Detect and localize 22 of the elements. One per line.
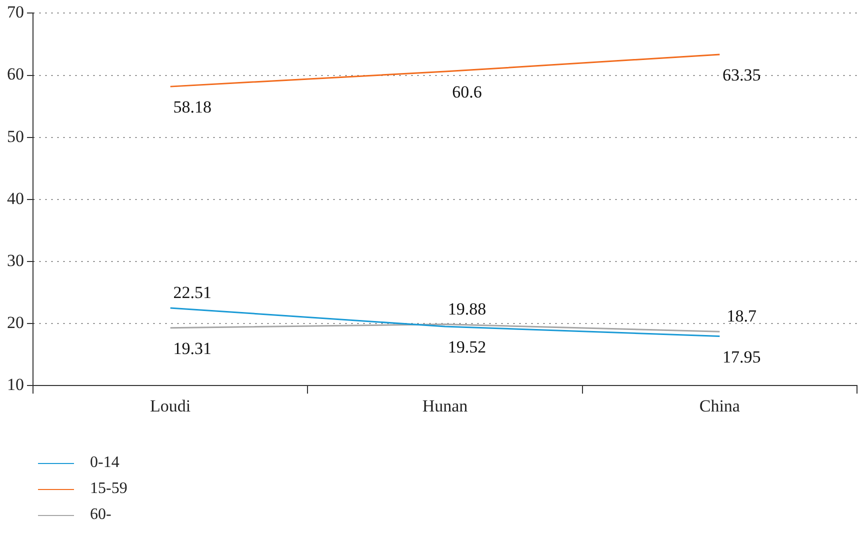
data-label: 63.35 (722, 65, 761, 84)
data-label: 60.6 (452, 82, 482, 102)
data-label: 17.95 (722, 347, 761, 366)
data-label: 19.88 (448, 299, 486, 318)
data-label: 58.18 (173, 98, 212, 117)
y-tick-label: 50 (7, 126, 24, 146)
data-label: 18.7 (726, 306, 758, 326)
legend-label: 15-59 (90, 480, 128, 498)
x-tick-label: Hunan (422, 396, 468, 416)
y-tick-label: 70 (7, 2, 24, 22)
legend-label: 0-14 (90, 454, 120, 472)
data-label: 19.31 (173, 338, 212, 358)
legend-label: 60- (90, 506, 112, 524)
y-tick-label: 30 (7, 250, 24, 270)
y-tick-label: 40 (7, 188, 24, 208)
y-tick-label: 10 (7, 375, 24, 394)
x-tick-label: Loudi (150, 396, 191, 416)
x-tick-label: China (699, 396, 740, 416)
data-label: 19.52 (448, 338, 486, 357)
y-tick-label: 20 (7, 313, 24, 332)
y-tick-label: 60 (7, 64, 24, 84)
data-label: 22.51 (173, 282, 212, 302)
